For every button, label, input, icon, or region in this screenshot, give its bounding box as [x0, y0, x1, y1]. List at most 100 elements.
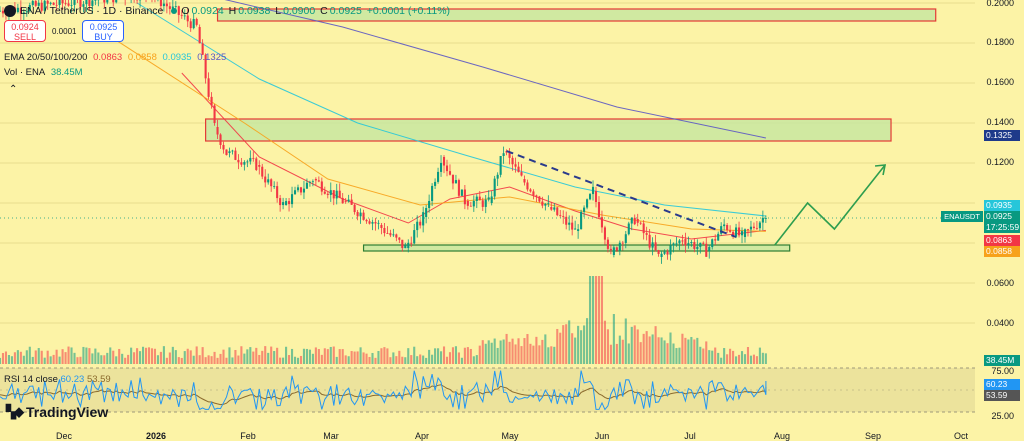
volume-bar	[228, 347, 230, 364]
volume-bar	[178, 357, 180, 364]
volume-bar	[112, 351, 114, 364]
volume-bar	[386, 348, 388, 364]
volume-bar	[455, 346, 457, 364]
chevron-up-icon[interactable]: ⌃	[9, 84, 17, 95]
volume-bar	[547, 347, 549, 364]
zone-middle-resistance	[206, 119, 891, 141]
candle-body	[562, 216, 564, 217]
volume-bar	[303, 349, 305, 364]
rsi-legend[interactable]: RSI 14 close 60.23 53.59	[4, 374, 111, 385]
candle-body	[389, 233, 391, 235]
volume-bar	[512, 339, 514, 364]
rsi-value: 60.23	[61, 374, 85, 385]
candle-body	[237, 160, 239, 162]
candle-body	[663, 252, 665, 254]
candle-body	[386, 233, 388, 234]
volume-bar	[163, 346, 165, 364]
candle-body	[434, 182, 436, 186]
ema20-badge: 0.0863	[984, 235, 1020, 246]
candle-body	[115, 0, 117, 2]
candle-body	[231, 151, 233, 152]
candle-body	[446, 166, 448, 172]
candle-body	[294, 190, 296, 194]
countdown-badge: 17:25:59	[984, 222, 1020, 233]
market-status-icon	[171, 8, 177, 14]
volume-bar	[425, 358, 427, 364]
buy-button[interactable]: 0.0925 BUY	[82, 20, 124, 42]
volume-bar	[735, 356, 737, 364]
symbol-title[interactable]: ENA / TetherUS · 1D · Binance	[20, 5, 163, 17]
volume-bar	[672, 344, 674, 364]
volume-bar	[705, 341, 707, 364]
volume-bar	[368, 357, 370, 364]
candle-body	[604, 227, 606, 239]
tradingview-logo[interactable]: ▚◆ TradingView	[6, 404, 108, 420]
candle-body	[258, 165, 260, 167]
volume-bar	[219, 354, 221, 364]
volume-bar	[205, 357, 207, 364]
candle-body	[652, 242, 654, 247]
candle-body	[455, 180, 457, 183]
volume-bar	[571, 333, 573, 364]
candle-body	[675, 243, 677, 244]
volume-bar	[407, 348, 409, 364]
candle-body	[0, 11, 1, 12]
volume-bar	[285, 347, 287, 364]
candle-body	[216, 127, 218, 134]
candle-body	[306, 183, 308, 189]
candle-body	[342, 198, 344, 203]
volume-bar	[646, 331, 648, 364]
volume-bar	[216, 358, 218, 364]
volume-bar	[321, 355, 323, 364]
candle-body	[261, 167, 263, 177]
candle-body	[443, 157, 445, 166]
candle-body	[214, 105, 216, 123]
volume-bar	[401, 357, 403, 364]
volume-bar	[622, 340, 624, 364]
volume-bar	[85, 348, 87, 364]
buy-label: BUY	[83, 32, 123, 42]
buy-price: 0.0925	[83, 22, 123, 32]
candle-body	[318, 180, 320, 181]
volume-bar	[160, 352, 162, 364]
candle-body	[243, 162, 245, 165]
volume-bar	[395, 356, 397, 364]
volume-bar	[327, 349, 329, 364]
candle-body	[315, 179, 317, 180]
candle-body	[270, 179, 272, 186]
volume-bar	[467, 347, 469, 364]
volume-bar	[330, 347, 332, 364]
candle-body	[601, 217, 603, 227]
volume-legend[interactable]: Vol · ENA 38.45M	[4, 67, 86, 78]
volume-bar	[14, 352, 16, 364]
volume-bar	[523, 338, 525, 364]
candle-body	[410, 243, 412, 244]
volume-bar	[461, 358, 463, 364]
candle-body	[112, 0, 114, 2]
volume-bar	[506, 334, 508, 364]
candle-body	[592, 187, 594, 194]
candle-body	[762, 218, 764, 223]
volume-bar	[35, 350, 37, 364]
candle-body	[398, 238, 400, 240]
vol-label: Vol · ENA	[4, 67, 45, 78]
volume-bar	[222, 350, 224, 364]
candle-body	[336, 191, 338, 199]
candle-body	[687, 243, 689, 245]
candle-body	[628, 224, 630, 235]
volume-bar	[306, 349, 308, 364]
volume-bar	[76, 357, 78, 364]
volume-bar	[500, 341, 502, 364]
volume-bar	[291, 349, 293, 364]
ema-label: EMA 20/50/100/200	[4, 52, 87, 63]
volume-bar	[8, 355, 10, 364]
sell-button[interactable]: 0.0924 SELL	[4, 20, 46, 42]
volume-bar	[410, 355, 412, 364]
candle-body	[553, 207, 555, 209]
volume-bar	[258, 355, 260, 364]
ema-legend[interactable]: EMA 20/50/100/200 0.0863 0.0858 0.0935 0…	[4, 52, 229, 63]
candle-body	[416, 222, 418, 230]
volume-bar	[121, 354, 123, 364]
